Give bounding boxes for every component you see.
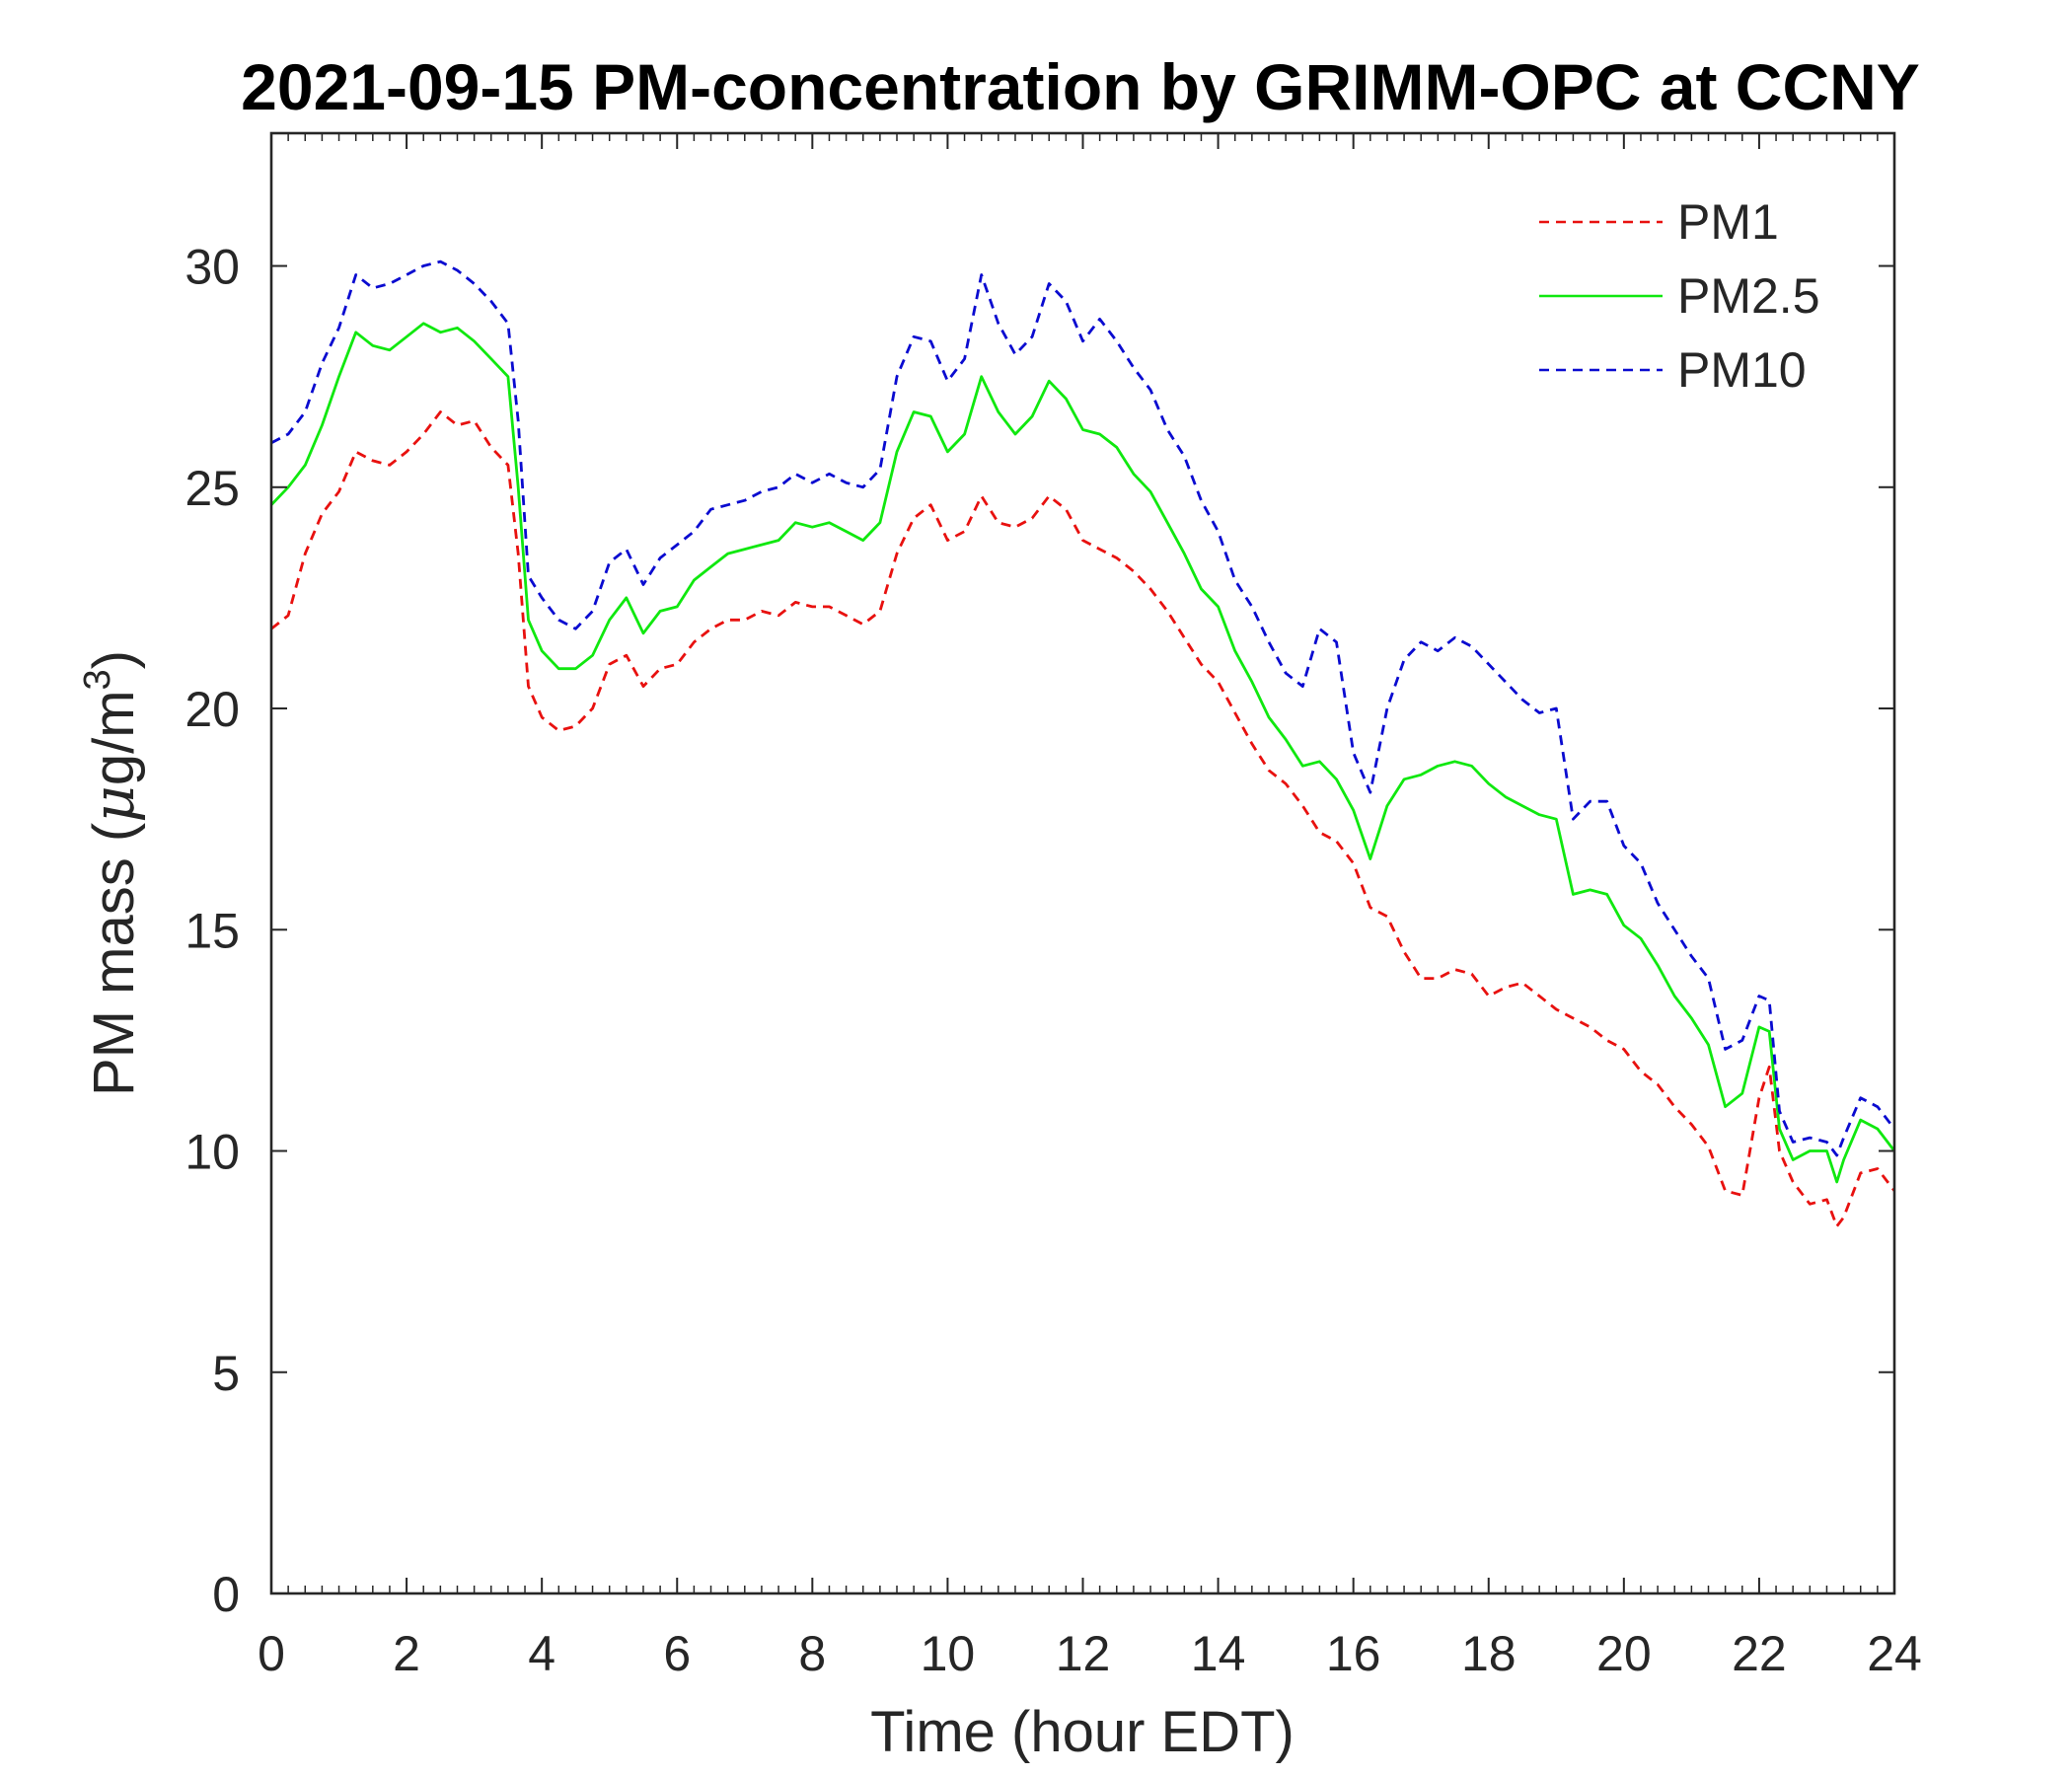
legend-label-pm1: PM1 (1677, 194, 1779, 250)
y-tick-label: 5 (212, 1346, 240, 1401)
series-line-pm10 (270, 259, 1896, 1157)
y-axis-label: PM mass (μg/m3) (77, 650, 147, 1096)
x-tick-label: 8 (798, 1626, 826, 1681)
y-tick-label: 25 (185, 461, 240, 516)
x-tick-label: 20 (1596, 1626, 1652, 1681)
series-layer (269, 259, 1896, 1228)
y-axis-label-prefix: PM mass ( (82, 823, 146, 1096)
y-tick-label: 30 (185, 240, 240, 295)
y-tick-label: 10 (185, 1125, 240, 1180)
x-tick-label: 18 (1461, 1626, 1517, 1681)
x-tick-label: 22 (1732, 1626, 1787, 1681)
y-axis-label-mu: μ (80, 785, 147, 823)
legend-label-pm10: PM10 (1677, 342, 1807, 398)
x-tick-label: 6 (663, 1626, 691, 1681)
series-line-pm2-5 (269, 322, 1896, 1184)
chart-title: 2021-09-15 PM-concentration by GRIMM-OPC… (241, 50, 1920, 123)
y-axis-label-suffix: ) (82, 650, 146, 669)
legend-label-pm2-5: PM2.5 (1677, 268, 1820, 324)
y-tick-label: 20 (185, 682, 240, 737)
y-axis-label-superscript: 3 (77, 669, 118, 690)
x-tick-label: 24 (1867, 1626, 1922, 1681)
x-tick-label: 10 (921, 1626, 976, 1681)
x-axis-label: Time (hour EDT) (870, 1700, 1295, 1764)
x-tick-label: 2 (393, 1626, 420, 1681)
x-tick-label: 12 (1056, 1626, 1111, 1681)
x-tick-label: 14 (1191, 1626, 1246, 1681)
legend: PM1 PM2.5 PM10 (1539, 194, 1820, 398)
y-tick-label: 15 (185, 903, 240, 958)
x-tick-label: 4 (528, 1626, 555, 1681)
series-line-pm1 (270, 410, 1896, 1228)
x-tick-label: 16 (1326, 1626, 1381, 1681)
y-axis-label-unit: g/m (82, 690, 146, 785)
x-tick-label: 0 (258, 1626, 285, 1681)
y-tick-label: 0 (212, 1567, 240, 1622)
